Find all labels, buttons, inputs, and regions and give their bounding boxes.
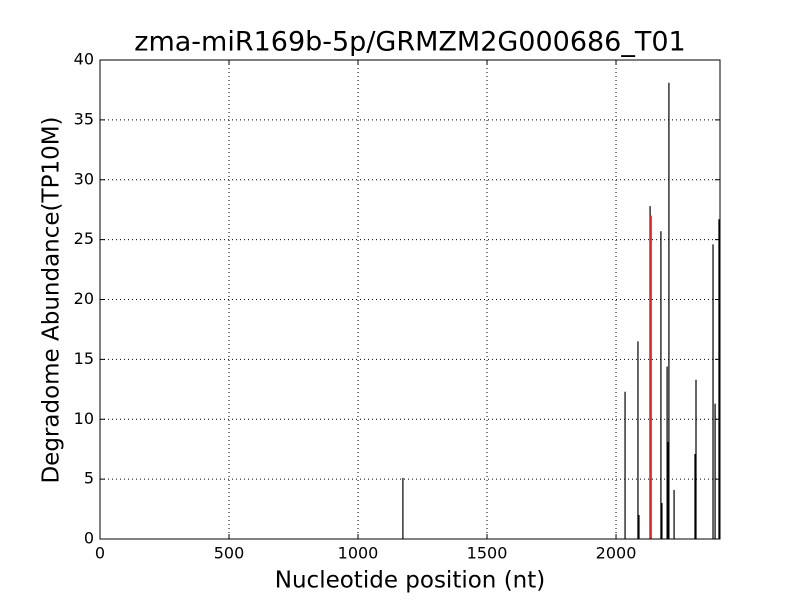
x-tick-label: 1000 [338,544,379,563]
chart-title: zma-miR169b-5p/GRMZM2G000686_T01 [134,27,685,58]
y-tick-label: 10 [74,409,94,428]
x-axis-label: Nucleotide position (nt) [275,568,545,594]
y-tick-label: 30 [74,169,94,188]
y-tick-label: 5 [84,469,94,488]
x-tick-label: 0 [95,544,105,563]
y-axis-label: Degradome Abundance(TP10M) [39,116,65,483]
x-tick-label: 2000 [596,544,637,563]
y-tick-label: 0 [84,529,94,548]
y-tick-label: 25 [74,229,94,248]
x-tick-label: 1500 [467,544,508,563]
y-tick-label: 35 [74,109,94,128]
x-tick-label: 500 [214,544,245,563]
y-tick-label: 40 [74,50,94,69]
y-tick-label: 20 [74,289,94,308]
y-tick-label: 15 [74,349,94,368]
plot-frame [99,59,721,540]
